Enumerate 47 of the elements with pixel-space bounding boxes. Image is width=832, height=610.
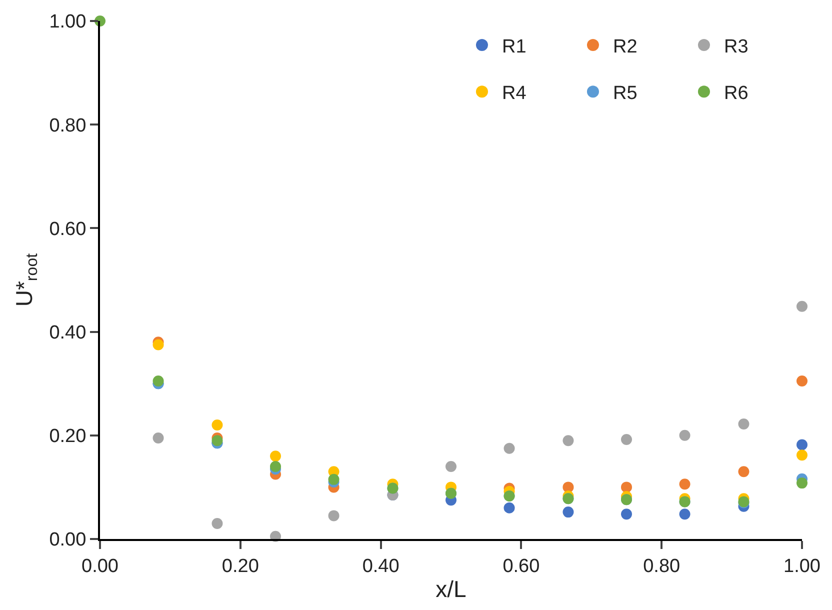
x-tick-label: 1.00 xyxy=(784,556,820,577)
point xyxy=(152,376,164,387)
x-tick-label: 0.20 xyxy=(222,556,259,577)
point xyxy=(328,510,340,522)
point xyxy=(679,478,690,490)
point xyxy=(152,432,164,444)
y-tick-label: 0.60 xyxy=(49,218,86,240)
y-tick-label: 0.40 xyxy=(49,322,86,344)
x-tick-label: 0.00 xyxy=(82,556,118,577)
point xyxy=(270,450,281,462)
point xyxy=(212,420,223,431)
point xyxy=(212,435,223,446)
point xyxy=(504,442,515,454)
point xyxy=(796,450,808,461)
point xyxy=(679,430,690,441)
point xyxy=(328,474,340,485)
y-tick-label: 0.20 xyxy=(49,426,86,448)
point xyxy=(621,434,632,446)
point xyxy=(679,508,690,520)
point xyxy=(562,506,574,518)
legend-label: R5 xyxy=(612,83,638,104)
y-tick-label: 0.80 xyxy=(49,115,86,136)
point xyxy=(270,460,281,472)
point xyxy=(796,439,808,450)
point xyxy=(796,376,808,387)
x-tick-label: 0.60 xyxy=(502,556,540,577)
point xyxy=(152,339,164,350)
y-tick-label: 0.00 xyxy=(49,530,86,551)
point xyxy=(562,435,574,446)
x-tick-label: 0.40 xyxy=(362,556,400,577)
legend-label: R1 xyxy=(502,36,526,58)
point xyxy=(796,478,808,489)
point xyxy=(796,300,808,312)
legend-label: R3 xyxy=(724,36,748,58)
point xyxy=(738,466,750,478)
point xyxy=(446,460,456,472)
legend-label: R4 xyxy=(502,83,527,104)
point xyxy=(738,418,750,430)
y-tick-label: 1.00 xyxy=(49,12,86,33)
x-axis-title: x/L xyxy=(436,576,467,602)
legend-label: R2 xyxy=(612,36,638,58)
legend-label: R6 xyxy=(724,83,748,104)
point xyxy=(504,502,515,514)
point xyxy=(212,518,223,529)
x-tick-label: 0.80 xyxy=(643,556,680,577)
point xyxy=(621,482,632,493)
point xyxy=(621,508,632,520)
